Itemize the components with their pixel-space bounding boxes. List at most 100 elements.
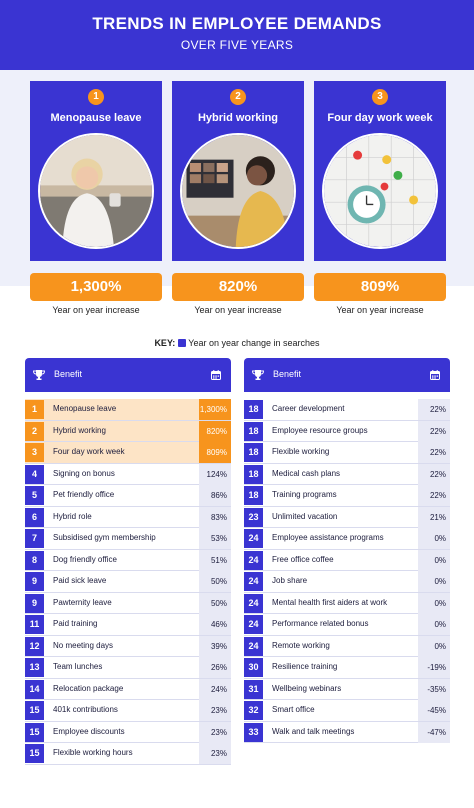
table-row: 4 Signing on bonus 124% (25, 463, 231, 485)
table-row: 6 Hybrid role 83% (25, 506, 231, 528)
rank-cell: 24 (244, 572, 263, 591)
rank-badge: 3 (372, 89, 388, 105)
rank-cell: 15 (25, 701, 44, 720)
benefit-cell: Signing on bonus (53, 468, 115, 478)
table-row: 11 Paid training 46% (25, 614, 231, 636)
benefit-cell: Wellbeing webinars (272, 683, 342, 693)
table-row: 18 Employee resource groups 22% (244, 420, 450, 442)
benefit-cell: Employee resource groups (272, 425, 368, 435)
rank-cell: 18 (244, 443, 263, 462)
change-cell: 0% (418, 592, 450, 614)
change-cell: 22% (418, 485, 450, 506)
change-cell: 22% (418, 399, 450, 420)
highlight-card-four-day-work-week: 3 Four day work week (314, 81, 446, 261)
table-row: 18 Training programs 22% (244, 485, 450, 507)
benefit-cell: Menopause leave (53, 404, 117, 413)
change-cell: 820% (199, 420, 231, 442)
benefit-cell: Pet friendly office (53, 490, 115, 499)
rank-cell: 18 (244, 464, 263, 484)
benefit-cell: Team lunches (53, 662, 103, 671)
change-cell: 809% (199, 442, 231, 463)
benefit-column-header: Benefit (54, 369, 83, 379)
table-row: 24 Performance related bonus 0% (244, 614, 450, 636)
benefit-cell: Flexible working hours (53, 748, 133, 757)
rank-cell: 11 (25, 615, 44, 634)
key-text: Year on year change in searches (188, 338, 320, 348)
table-row: 33 Walk and talk meetings -47% (244, 721, 450, 743)
rank-cell: 23 (244, 507, 263, 527)
rank-cell: 15 (25, 744, 44, 763)
rank-cell: 15 (25, 722, 44, 742)
benefit-cell: Walk and talk meetings (272, 726, 355, 736)
change-cell: 23% (199, 743, 231, 764)
rank-cell: 7 (25, 529, 44, 548)
change-cell: 0% (418, 528, 450, 549)
rank-cell: 32 (244, 701, 263, 720)
highlight-value: 1,300% (30, 273, 162, 301)
benefit-cell: Four day work week (53, 447, 125, 456)
table-row: 18 Medical cash plans 22% (244, 463, 450, 485)
table-row: 15 Flexible working hours 23% (25, 743, 231, 765)
highlight-caption: Year on year increase (194, 305, 282, 315)
rank-cell: 24 (244, 593, 263, 613)
highlight-caption: Year on year increase (52, 305, 140, 315)
benefit-cell: Employee assistance programs (272, 533, 384, 542)
benefit-column-header: Benefit (273, 369, 302, 379)
rank-cell: 9 (25, 593, 44, 613)
header-banner: TRENDS IN EMPLOYEE DEMANDS OVER FIVE YEA… (0, 0, 474, 70)
table-row: 24 Mental health first aiders at work 0% (244, 592, 450, 614)
change-cell: 46% (199, 614, 231, 635)
rank-cell: 24 (244, 615, 263, 634)
change-cell: 50% (199, 592, 231, 614)
change-cell: 86% (199, 485, 231, 506)
rank-cell: 24 (244, 636, 263, 656)
table-row: 8 Dog friendly office 51% (25, 549, 231, 571)
benefit-cell: Medical cash plans (272, 468, 341, 478)
rank-cell: 13 (25, 658, 44, 677)
benefit-cell: Dog friendly office (53, 554, 117, 564)
benefits-table-right: Benefit 18 Career development 22% 18 Employe… (244, 358, 450, 743)
change-cell: 0% (418, 614, 450, 635)
change-cell: 51% (199, 549, 231, 571)
rank-badge: 1 (88, 89, 104, 105)
change-cell: 53% (199, 528, 231, 549)
highlight-label: Hybrid working (197, 112, 279, 124)
calendar-icon (430, 370, 440, 380)
rank-cell: 30 (244, 658, 263, 677)
table-row: 3 Four day work week 809% (25, 442, 231, 464)
rank-cell: 4 (25, 464, 44, 484)
benefit-cell: Paid training (53, 619, 98, 628)
table-row: 32 Smart office -45% (244, 700, 450, 722)
change-cell: 23% (199, 700, 231, 721)
table-row: 12 No meeting days 39% (25, 635, 231, 657)
benefit-cell: Pawternity leave (53, 597, 112, 607)
benefit-cell: Paid sick leave (53, 576, 107, 585)
table-row: 31 Wellbeing webinars -35% (244, 678, 450, 700)
trophy-icon (252, 370, 264, 380)
table-row: 5 Pet friendly office 86% (25, 485, 231, 507)
rank-cell: 18 (244, 486, 263, 505)
change-cell: 39% (199, 635, 231, 657)
benefit-cell: Hybrid role (53, 511, 92, 521)
benefit-cell: Job share (272, 576, 308, 585)
benefit-cell: Training programs (272, 490, 337, 499)
rank-cell: 14 (25, 679, 44, 699)
highlight-card-menopause-leave: 1 Menopause leave (30, 81, 162, 261)
rank-cell: 6 (25, 507, 44, 527)
highlight-label: Menopause leave (50, 112, 142, 124)
change-cell: 21% (418, 506, 450, 528)
highlight-value: 820% (172, 273, 304, 301)
table-row: 24 Employee assistance programs 0% (244, 528, 450, 550)
table-row: 24 Free office coffee 0% (244, 549, 450, 571)
rank-cell: 3 (25, 443, 44, 462)
benefit-cell: Smart office (272, 705, 315, 714)
change-cell: 83% (199, 506, 231, 528)
rank-cell: 8 (25, 550, 44, 570)
page-title: TRENDS IN EMPLOYEE DEMANDS (92, 14, 382, 33)
table-row: 24 Remote working 0% (244, 635, 450, 657)
benefit-cell: Career development (272, 404, 345, 413)
benefit-cell: Mental health first aiders at work (272, 597, 388, 607)
benefit-cell: Subsidised gym membership (53, 533, 156, 542)
rank-cell: 12 (25, 636, 44, 656)
benefit-cell: Remote working (272, 640, 330, 650)
